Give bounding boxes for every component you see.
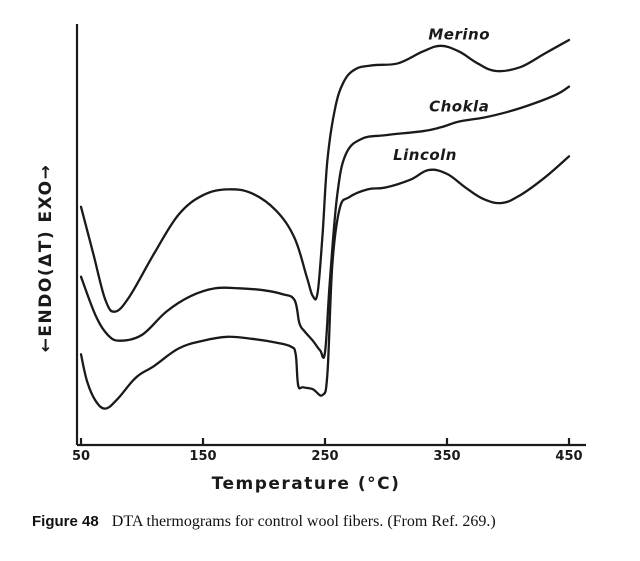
series-line-chokla [79,85,571,359]
series-label-merino: Merino [428,26,490,44]
chart-frame [75,24,586,447]
series-labels: Merino Chokla Lincoln [393,26,490,164]
x-tick-label: 350 [433,449,460,464]
series-line-lincoln [79,155,571,410]
x-tick-label: 150 [189,449,216,464]
series-line-merino [79,38,571,313]
caption-label: Figure 48 [32,513,99,530]
y-axis-title: ←ENDO(ΔT) EXO→ [36,164,56,353]
figure-caption: Figure 48 DTA thermograms for control wo… [32,511,496,531]
x-axis-title: Temperature (°C) [212,474,401,494]
caption-text: DTA thermograms for control wool fibers.… [111,513,496,530]
series-label-lincoln: Lincoln [393,146,457,164]
series-lines [79,38,571,410]
x-axis-ticks: 50 150 250 350 450 [72,438,583,464]
x-tick-label: 450 [555,449,582,464]
x-tick-label: 250 [311,449,338,464]
x-tick-label: 50 [72,449,90,464]
series-label-chokla: Chokla [429,97,489,115]
